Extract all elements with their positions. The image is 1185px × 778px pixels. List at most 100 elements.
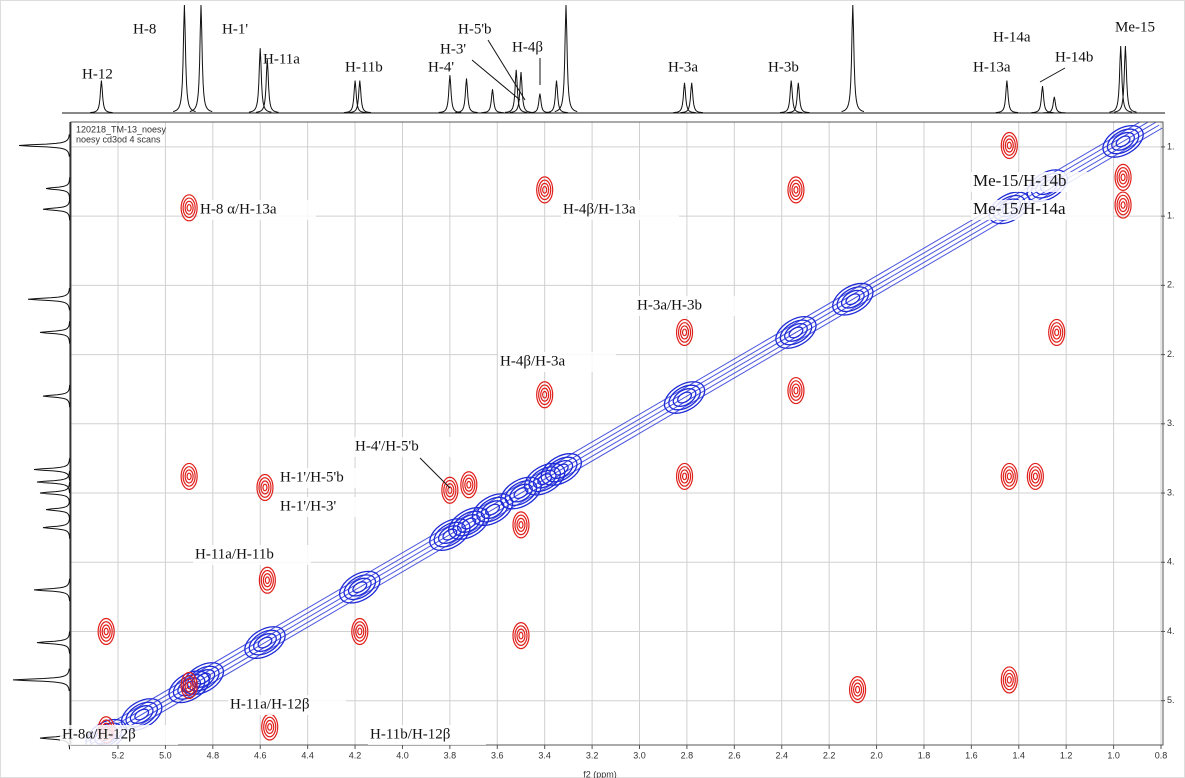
x-tick-label: 5.0 — [159, 750, 172, 760]
contour — [1006, 141, 1012, 150]
x-tick-label: 1.0 — [1107, 750, 1120, 760]
left-peak — [33, 458, 70, 481]
peak-label: H-5'b — [458, 21, 492, 37]
contour — [1032, 472, 1038, 481]
contour — [854, 685, 861, 694]
contour — [540, 387, 550, 402]
left-peak — [39, 321, 71, 344]
contour — [788, 326, 804, 339]
contour — [101, 624, 111, 639]
contour — [1002, 669, 1016, 691]
contour — [85, 718, 127, 745]
top-peak — [1031, 85, 1054, 114]
contour — [1026, 462, 1044, 491]
contour — [184, 200, 194, 215]
contour — [456, 514, 481, 533]
contour — [343, 574, 377, 601]
cross-peak — [1000, 666, 1018, 694]
top-peak — [504, 69, 528, 113]
y-tick-label: 4. — [1167, 557, 1175, 567]
contour — [681, 328, 688, 337]
contour — [840, 289, 865, 309]
contour — [549, 460, 574, 479]
contour — [681, 472, 688, 481]
cross-peak — [787, 176, 805, 204]
label-bg — [198, 200, 316, 220]
contour — [186, 681, 192, 690]
label-bg — [193, 545, 311, 565]
y-tick-label: 3. — [1167, 487, 1175, 497]
label-bg — [228, 695, 346, 715]
contour — [129, 705, 154, 725]
contour — [1000, 666, 1018, 694]
top-peak — [90, 80, 113, 114]
contour — [180, 194, 198, 222]
contour — [1006, 676, 1012, 684]
peak-label: H-3b — [768, 59, 799, 75]
top-peak — [680, 82, 703, 114]
contour — [787, 376, 805, 405]
contour — [679, 325, 690, 340]
x-tick-label: 4.0 — [396, 750, 409, 760]
left-peak — [12, 668, 70, 692]
top-peak — [779, 80, 803, 114]
contour — [441, 476, 459, 504]
contour — [265, 719, 275, 735]
contour — [257, 636, 273, 649]
contour — [258, 566, 276, 594]
top-peak — [481, 89, 504, 114]
x-tick-label: 5.2 — [112, 750, 125, 760]
top-peak — [787, 82, 810, 114]
contour — [186, 203, 192, 212]
top-peak — [343, 80, 367, 114]
contour — [791, 182, 801, 197]
annotation: H-11b/H-12β — [370, 726, 450, 742]
contour — [267, 723, 273, 731]
top-peak — [1109, 45, 1132, 113]
contour — [512, 511, 530, 539]
contour — [125, 701, 159, 728]
annotation: H-4'/H-5'b — [355, 438, 419, 454]
contour — [672, 388, 697, 407]
contour — [1002, 466, 1016, 487]
x-tick-label: 3.2 — [586, 750, 599, 760]
diagonal-ridge — [89, 122, 1157, 745]
contour — [1102, 124, 1144, 158]
labels: H-12 H-8 H-1' H-11a H-11b H-4' H-3' H-5'b H-4β H-… — [60, 19, 1155, 745]
contour — [262, 483, 268, 492]
cross-peak — [256, 473, 274, 502]
contour — [1004, 672, 1014, 688]
label-bg — [635, 296, 753, 316]
contour — [787, 176, 805, 204]
contour — [445, 483, 455, 498]
contour — [1028, 466, 1042, 487]
contour — [784, 322, 808, 342]
cross-peak — [536, 381, 554, 409]
contour — [1114, 163, 1132, 191]
contour — [180, 671, 198, 700]
x-tick-label: 2.6 — [728, 750, 741, 760]
peak-label: H-11b — [345, 59, 383, 75]
label-bg — [278, 497, 396, 517]
peak-label: H-14a — [993, 29, 1031, 45]
contour — [452, 510, 486, 537]
contour — [168, 670, 210, 704]
top-peak — [509, 71, 533, 113]
contour — [789, 179, 803, 201]
left-peak — [33, 578, 70, 602]
label-bg — [278, 468, 396, 488]
left-peak — [27, 288, 70, 311]
contour — [443, 479, 457, 501]
contour — [1006, 472, 1012, 481]
header-line: 120218_TM-13_noesy — [76, 124, 167, 134]
contour — [182, 197, 196, 219]
contour — [1030, 469, 1040, 484]
peak-label: H-4' — [428, 59, 454, 75]
x-tick-label: 4.8 — [207, 750, 220, 760]
contour — [1002, 135, 1016, 156]
contour — [1004, 469, 1014, 484]
y-tick-label: 1. — [1167, 211, 1175, 221]
peak-label: H-3' — [440, 41, 466, 57]
cross-peak — [1000, 462, 1018, 491]
